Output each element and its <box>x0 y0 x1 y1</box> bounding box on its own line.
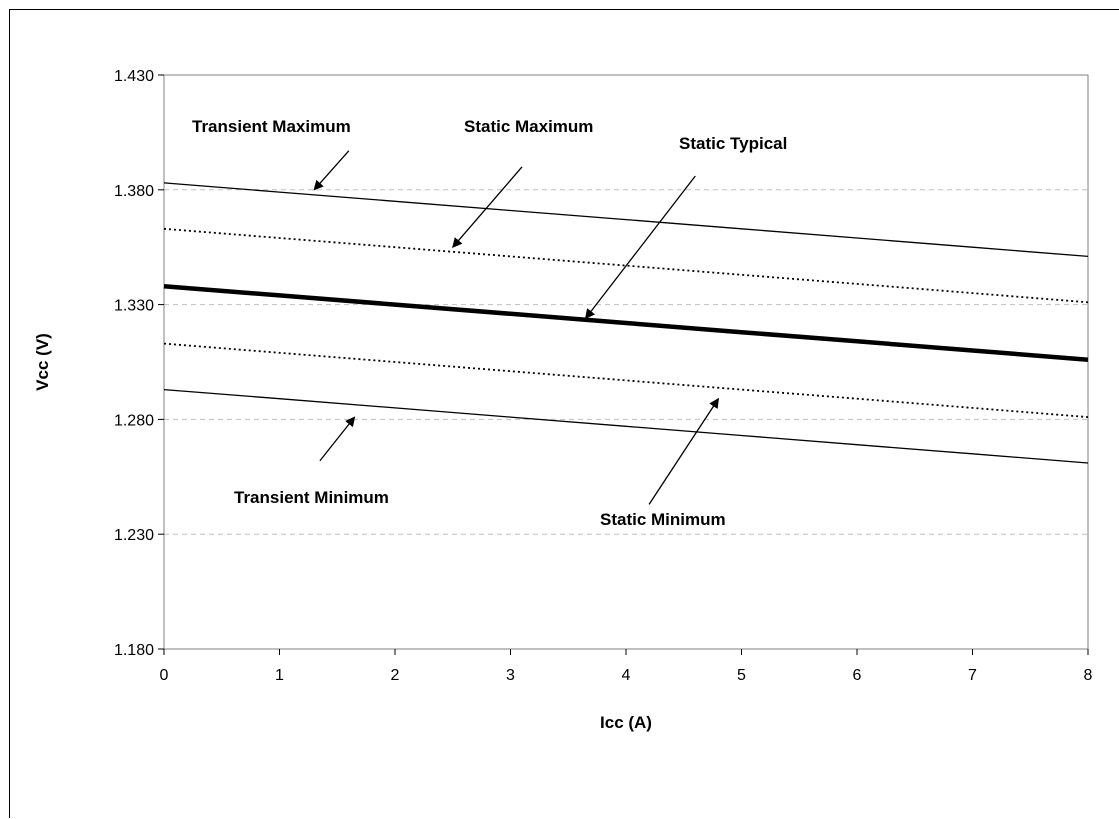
x-tick-label: 8 <box>1084 667 1093 684</box>
x-tick-label: 2 <box>391 667 400 684</box>
x-tick-label: 5 <box>737 667 746 684</box>
series-layer <box>163 182 1089 464</box>
annotation-label: Transient Minimum <box>234 488 389 507</box>
grid-layer <box>164 189 1088 535</box>
x-tick-label: 1 <box>275 667 284 684</box>
x-tick-label: 4 <box>622 667 631 684</box>
y-tick-label: 1.230 <box>114 527 154 544</box>
annotation-arrow <box>584 175 696 320</box>
annotation-arrow <box>648 397 719 505</box>
y-tick-label: 1.330 <box>114 298 154 315</box>
x-axis-title: Icc (A) <box>600 713 652 732</box>
y-axis-title: Vcc (V) <box>33 333 52 391</box>
series-line <box>163 388 1089 464</box>
series-line <box>163 342 1089 418</box>
y-tick-label: 1.180 <box>114 642 154 659</box>
annotation-label: Static Minimum <box>600 510 726 529</box>
x-tick-layer: 0 1 2 3 4 5 6 7 8 <box>160 649 1093 684</box>
y-tick-layer: 1.180 1.230 1.280 1.330 1.380 1.430 <box>114 68 164 659</box>
chart-frame: 0 1 2 3 4 5 6 7 8 1.180 1.230 1.280 1.330 1.380 1.430… <box>9 9 1119 818</box>
y-tick-label: 1.380 <box>114 183 154 200</box>
y-tick-label: 1.280 <box>114 412 154 429</box>
x-tick-label: 3 <box>506 667 515 684</box>
annotation-label: Static Maximum <box>464 117 593 136</box>
annotation-arrow <box>319 416 356 462</box>
plot-area <box>163 74 1089 650</box>
y-tick-label: 1.430 <box>114 68 154 85</box>
annotation-arrow <box>313 150 350 191</box>
annotation-layer: Transient Maximum Static Maximum Static … <box>192 117 787 529</box>
x-tick-label: 6 <box>853 667 862 684</box>
annotation-label: Transient Maximum <box>192 117 351 136</box>
annotation-arrow <box>452 166 523 248</box>
series-line <box>163 283 1089 362</box>
x-tick-label: 0 <box>160 667 169 684</box>
x-tick-label: 7 <box>968 667 977 684</box>
series-line <box>163 182 1089 258</box>
vcc-icc-chart: 0 1 2 3 4 5 6 7 8 1.180 1.230 1.280 1.330 1.380 1.430… <box>33 68 1093 732</box>
annotation-label: Static Typical <box>679 134 787 153</box>
